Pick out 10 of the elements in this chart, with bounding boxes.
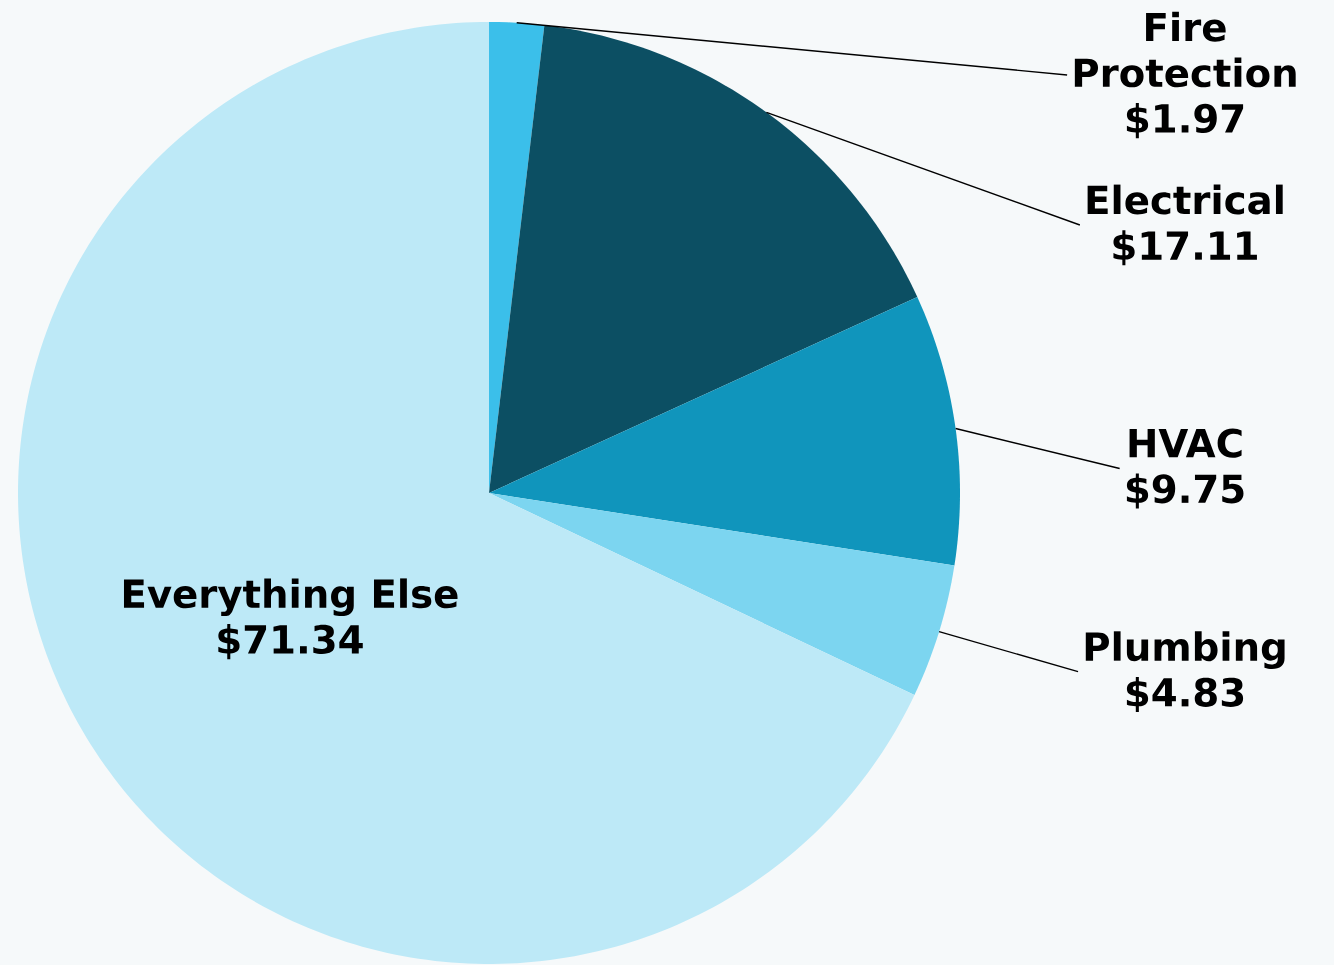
data-label: $9.75 bbox=[1126, 473, 1244, 509]
slice-label: Fire Protection bbox=[1074, 11, 1296, 88]
data-label: $71.34 bbox=[218, 624, 363, 660]
slice-label: Everything Else bbox=[123, 578, 458, 617]
slice-label: HVAC bbox=[1129, 428, 1242, 458]
data-label: $4.83 bbox=[1126, 676, 1244, 713]
slice-label: Electrical bbox=[1087, 184, 1283, 215]
data-label: $17.11 bbox=[1113, 230, 1257, 266]
data-label: $1.97 bbox=[1126, 103, 1244, 139]
slice-label: Plumbing bbox=[1085, 631, 1285, 669]
